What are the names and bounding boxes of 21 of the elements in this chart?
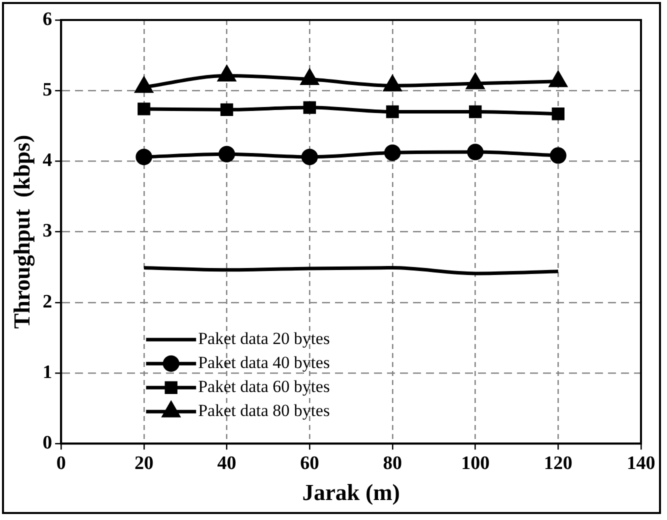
x-tick-label: 80 xyxy=(382,452,402,474)
x-tick-label: 140 xyxy=(626,452,656,474)
legend-label: Paket data 60 bytes xyxy=(198,377,330,396)
y-tick-label: 2 xyxy=(42,291,52,312)
y-tick-label: 1 xyxy=(42,362,52,383)
y-tick-label: 5 xyxy=(42,80,52,101)
x-tick-label: 0 xyxy=(56,452,66,474)
x-tick-label: 40 xyxy=(217,452,236,474)
x-tick-label: 20 xyxy=(134,452,154,474)
y-tick-label: 6 xyxy=(42,8,52,30)
legend-label: Paket data 80 bytes xyxy=(198,401,330,420)
y-tick-label: 3 xyxy=(42,220,52,242)
y-axis-title: Throughput (kbps) xyxy=(10,134,36,329)
x-tick-label: 120 xyxy=(544,452,572,474)
y-tick-label: 0 xyxy=(42,432,52,454)
legend-label: Paket data 20 bytes xyxy=(198,329,330,348)
x-tick-label: 60 xyxy=(300,452,320,474)
x-tick-label: 100 xyxy=(461,452,490,474)
x-axis-title: Jarak (m) xyxy=(302,480,400,506)
y-tick-label: 4 xyxy=(42,150,53,172)
legend-label: Paket data 40 bytes xyxy=(198,353,330,372)
